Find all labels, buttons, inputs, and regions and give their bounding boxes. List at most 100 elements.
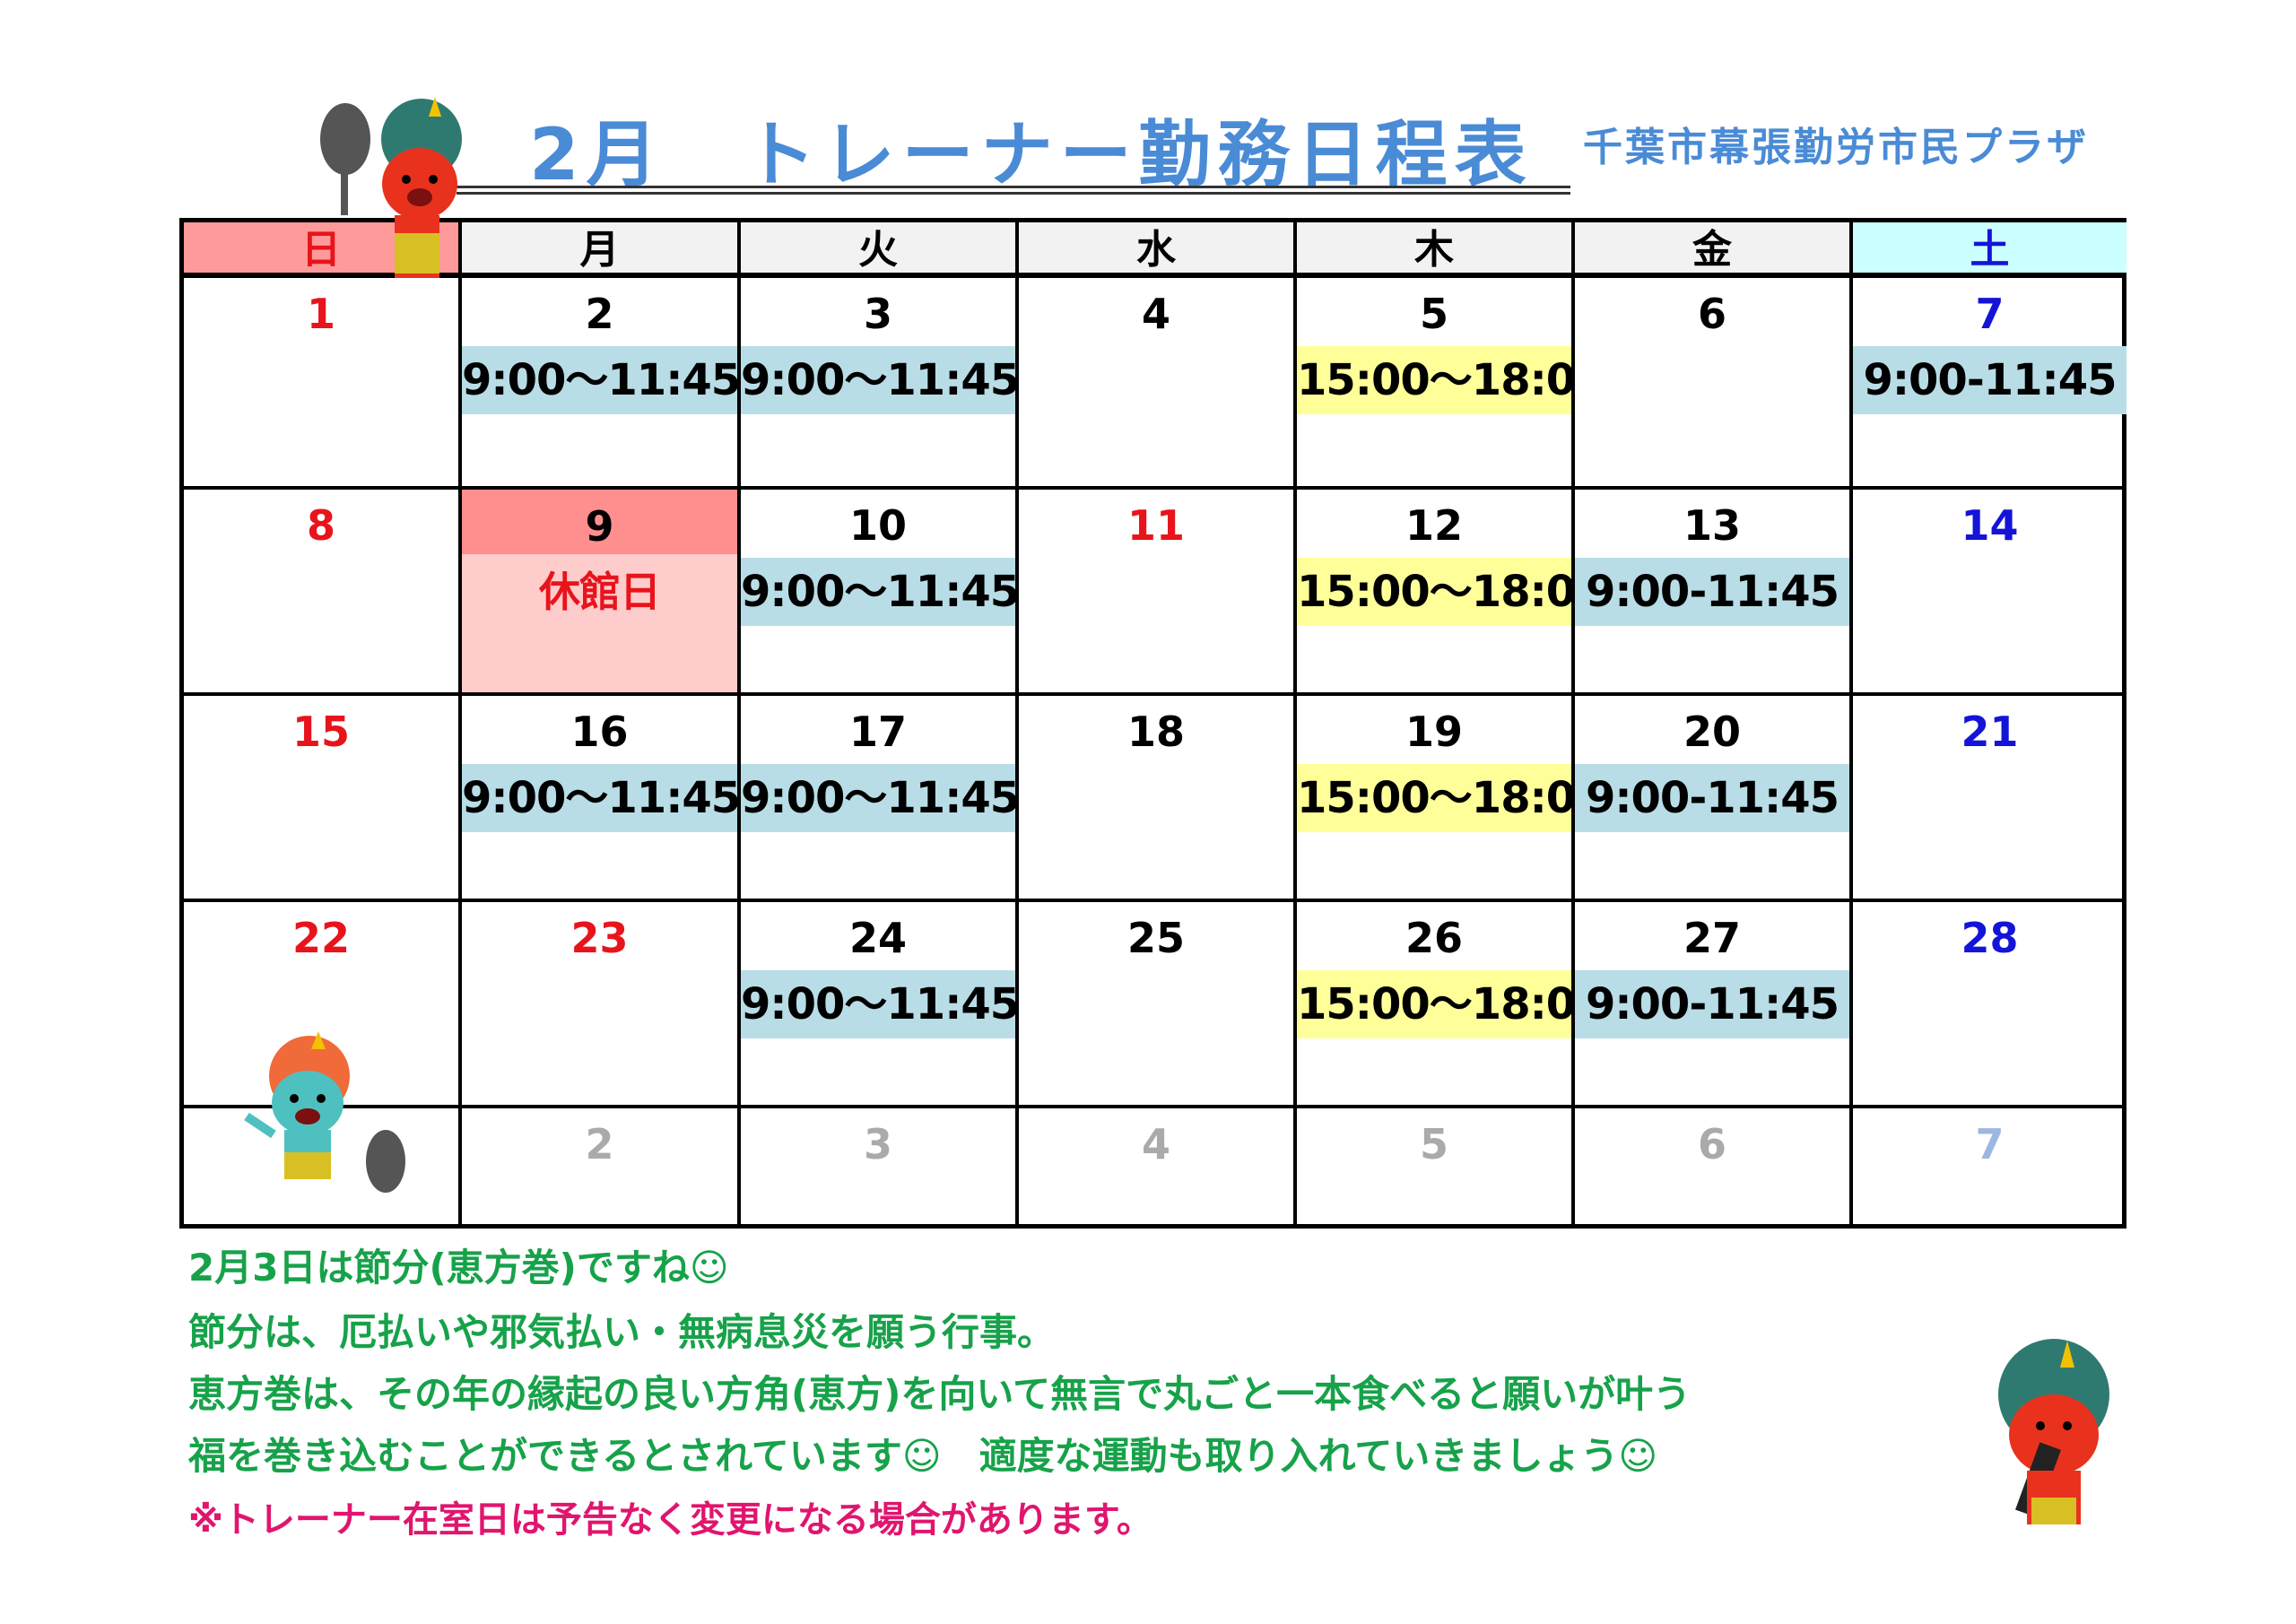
trainer-hours: 15:00～18:00 <box>1297 970 1571 1038</box>
calendar-day-cell: 17 9:00～11:45 <box>741 696 1019 902</box>
closed-day-label: 休館日 <box>539 568 661 616</box>
calendar-day-cell <box>184 1108 462 1229</box>
trainer-hours: 9:00～11:45 <box>462 346 737 414</box>
day-number: 2 <box>585 1120 614 1168</box>
day-number: 18 <box>1126 708 1185 756</box>
calendar-day-cell: 4 <box>1019 1108 1297 1229</box>
calendar-day-cell: 4 <box>1019 278 1297 490</box>
trainer-hours: 9:00～11:45 <box>741 970 1015 1038</box>
calendar-day-cell: 27 9:00-11:45 <box>1575 902 1853 1108</box>
day-number: 3 <box>863 1120 892 1168</box>
trainer-hours: 9:00-11:45 <box>1575 558 1849 626</box>
trainer-hours: 9:00～11:45 <box>741 558 1015 626</box>
calendar-day-cell: 23 <box>462 902 741 1108</box>
note-line: 福を巻き込むことができるとされています☺ 適度な運動も取り入れていきましょう☺ <box>188 1434 1658 1478</box>
calendar-day-cell: 7 9:00-11:45 <box>1853 278 2126 490</box>
note-line: 節分は、厄払いや邪気払い・無病息災を願う行事。 <box>188 1310 1056 1354</box>
trainer-hours: 9:00～11:45 <box>741 346 1015 414</box>
calendar-day-cell: 12 15:00～18:00 <box>1297 490 1575 696</box>
trainer-hours: 9:00-11:45 <box>1575 970 1849 1038</box>
day-number: 20 <box>1683 708 1741 756</box>
weekday-header: 月 <box>462 222 741 278</box>
day-number: 25 <box>1126 914 1185 962</box>
calendar-day-cell: 13 9:00-11:45 <box>1575 490 1853 696</box>
trainer-hours: 9:00-11:45 <box>1853 346 2126 414</box>
day-number: 3 <box>863 290 892 338</box>
trainer-hours: 9:00～11:45 <box>462 764 737 832</box>
page-title: 2月 トレーナー勤務日程表 <box>529 113 1534 196</box>
calendar-day-cell: 5 15:00～18:00 <box>1297 278 1575 490</box>
day-number: 2 <box>585 290 614 338</box>
calendar-day-cell: 2 <box>462 1108 741 1229</box>
calendar-day-cell: 24 9:00～11:45 <box>741 902 1019 1108</box>
calendar-day-cell: 26 15:00～18:00 <box>1297 902 1575 1108</box>
red-oni-eating-ehomaki-illustration <box>1998 1339 2109 1524</box>
calendar-day-cell: 19 15:00～18:00 <box>1297 696 1575 902</box>
trainer-hours: 15:00～18:00 <box>1297 764 1571 832</box>
weekday-header: 火 <box>741 222 1019 278</box>
calendar-day-cell: 14 <box>1853 490 2126 696</box>
note-line: 2月3日は節分(恵方巻)ですね☺ <box>188 1246 729 1290</box>
day-number: 11 <box>1126 501 1185 550</box>
day-number: 4 <box>1141 1120 1170 1168</box>
day-number: 15 <box>291 708 350 756</box>
calendar-day-cell: 6 <box>1575 1108 1853 1229</box>
day-number: 27 <box>1683 914 1741 962</box>
day-number: 1 <box>306 290 335 338</box>
day-number: 23 <box>570 914 629 962</box>
day-number: 6 <box>1697 290 1726 338</box>
day-number: 7 <box>1975 290 2005 338</box>
calendar-day-cell: 18 <box>1019 696 1297 902</box>
day-number: 22 <box>291 914 350 962</box>
calendar-day-cell: 3 9:00～11:45 <box>741 278 1019 490</box>
day-number: 17 <box>848 708 907 756</box>
note-line: 恵方巻は、その年の縁起の良い方角(恵方)を向いて無言で丸ごと一本食べると願いが叶… <box>188 1372 1692 1416</box>
calendar-day-cell: 10 9:00～11:45 <box>741 490 1019 696</box>
day-number: 19 <box>1405 708 1463 756</box>
calendar-day-cell: 7 <box>1853 1108 2126 1229</box>
weekday-header: 土 <box>1853 222 2126 278</box>
day-number: 12 <box>1405 501 1463 550</box>
red-oni-illustration <box>320 97 462 278</box>
title-underline <box>457 192 1570 195</box>
calendar-day-cell: 15 <box>184 696 462 902</box>
trainer-hours: 9:00-11:45 <box>1575 764 1849 832</box>
day-number: 14 <box>1961 501 2019 550</box>
calendar-day-cell: 25 <box>1019 902 1297 1108</box>
calendar-grid: 日月火水木金土 1 2 9:00～11:45 3 9:00～11:45 4 5 15:00～18… <box>179 218 2126 1229</box>
trainer-hours: 9:00～11:45 <box>741 764 1015 832</box>
title-underline <box>457 186 1570 188</box>
day-number: 21 <box>1961 708 2019 756</box>
blue-oni-illustration <box>244 1031 405 1193</box>
day-number: 10 <box>848 501 907 550</box>
calendar-day-cell: 3 <box>741 1108 1019 1229</box>
day-number: 5 <box>1419 290 1448 338</box>
day-number: 9 <box>462 490 737 554</box>
day-number: 28 <box>1961 914 2019 962</box>
notice-text: ※トレーナー在室日は予告なく変更になる場合があります。 <box>188 1499 1152 1541</box>
calendar-day-cell: 1 <box>184 278 462 490</box>
day-number: 5 <box>1419 1120 1448 1168</box>
weekday-header: 水 <box>1019 222 1297 278</box>
calendar-day-cell: 11 <box>1019 490 1297 696</box>
calendar-day-cell: 28 <box>1853 902 2126 1108</box>
calendar-day-cell: 2 9:00～11:45 <box>462 278 741 490</box>
facility-name: 千葉市幕張勤労市民プラザ <box>1583 125 2089 170</box>
calendar-day-cell: 6 <box>1575 278 1853 490</box>
day-number: 13 <box>1683 501 1741 550</box>
day-number: 24 <box>848 914 907 962</box>
day-number: 4 <box>1141 290 1170 338</box>
weekday-header: 金 <box>1575 222 1853 278</box>
trainer-hours: 15:00～18:00 <box>1297 346 1571 414</box>
day-number: 7 <box>1975 1120 2005 1168</box>
calendar-day-cell: 20 9:00-11:45 <box>1575 696 1853 902</box>
calendar-day-cell: 21 <box>1853 696 2126 902</box>
calendar-day-cell: 16 9:00～11:45 <box>462 696 741 902</box>
calendar-day-cell: 8 <box>184 490 462 696</box>
day-number: 6 <box>1697 1120 1726 1168</box>
day-number: 26 <box>1405 914 1463 962</box>
weekday-header: 木 <box>1297 222 1575 278</box>
day-number: 8 <box>306 501 335 550</box>
calendar-day-cell: 5 <box>1297 1108 1575 1229</box>
calendar-day-cell: 9 休館日 <box>462 490 741 696</box>
